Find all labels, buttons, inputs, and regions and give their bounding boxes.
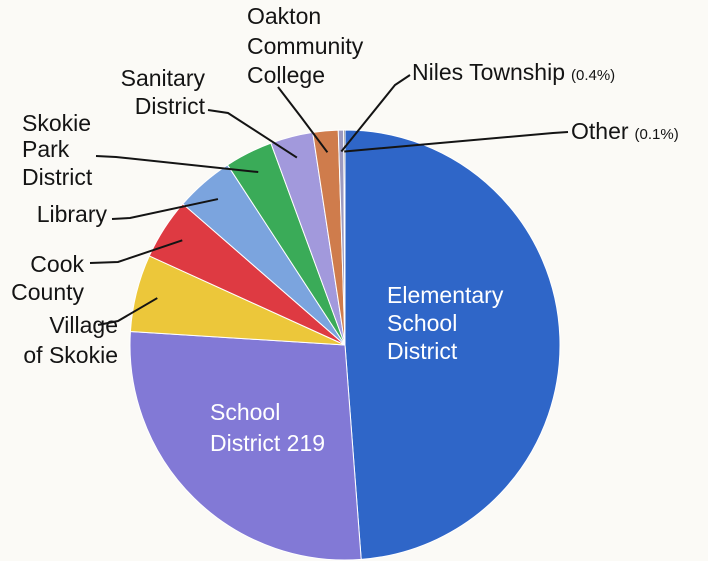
slice-label-village-of-skokie: Village of Skokie	[23, 312, 118, 368]
slice-label-library: Library	[37, 201, 108, 227]
slice-label-skokie-park-district: Skokie Park District	[22, 110, 93, 190]
leader-line-other	[344, 131, 569, 153]
slice-label-elementary-school-district: Elementary School District	[387, 282, 504, 364]
slice-label-oakton-community-college: Oakton Community College	[247, 3, 364, 88]
leader-line-cook-county	[89, 239, 183, 264]
slice-label-cook-county: Cook County	[11, 251, 84, 305]
leader-line-village-of-skokie	[97, 297, 158, 326]
slice-other	[343, 129, 346, 346]
leader-line-library	[111, 198, 219, 220]
slice-label-niles-township: Niles Township (0.4%)	[412, 59, 615, 85]
leader-line-sanitary-district	[207, 109, 298, 159]
slice-label-sanitary-district: Sanitary District	[121, 65, 206, 119]
slice-elementary-school-district	[344, 129, 561, 560]
slice-label-other: Other (0.1%)	[571, 118, 679, 144]
slice-school-district-219	[129, 330, 362, 561]
leader-line-oakton-community-college	[277, 86, 329, 153]
slice-label-school-district-219: School District 219	[210, 399, 325, 456]
leader-line-niles-township	[340, 74, 411, 153]
leader-line-skokie-park-district	[95, 155, 259, 174]
